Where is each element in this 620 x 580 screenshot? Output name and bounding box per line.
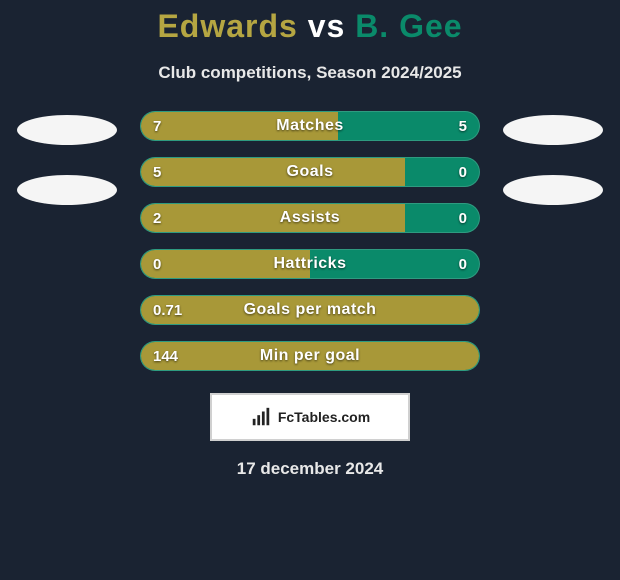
stat-bar: Min per goal144 — [140, 341, 480, 371]
stat-bar-right-value: 0 — [459, 204, 467, 232]
stat-bar-right-value: 0 — [459, 250, 467, 278]
footer-date: 17 december 2024 — [237, 459, 384, 479]
comparison-card: Edwards vs B. Gee Club competitions, Sea… — [0, 0, 620, 580]
stat-bar-label: Min per goal — [141, 342, 479, 370]
avatar-placeholder — [17, 115, 117, 145]
stat-bar-right-value: 5 — [459, 112, 467, 140]
stat-bar: Matches7 5 — [140, 111, 480, 141]
stat-bar-left-value: 7 — [153, 112, 161, 140]
stat-bar: Goals per match0.71 — [140, 295, 480, 325]
avatar-placeholder — [503, 115, 603, 145]
stat-bar-label: Goals — [141, 158, 479, 186]
stat-bar-right-value: 0 — [459, 158, 467, 186]
club-placeholder — [17, 175, 117, 205]
stat-bar-left-value: 0.71 — [153, 296, 182, 324]
stat-bar-left-value: 0 — [153, 250, 161, 278]
stat-bar-label: Assists — [141, 204, 479, 232]
stat-bar-left-value: 2 — [153, 204, 161, 232]
subtitle: Club competitions, Season 2024/2025 — [158, 63, 461, 83]
right-avatar-col — [498, 115, 608, 205]
source-badge-text: FcTables.com — [278, 409, 370, 425]
source-badge[interactable]: FcTables.com — [210, 393, 410, 441]
stat-bar-label: Goals per match — [141, 296, 479, 324]
title-vs: vs — [308, 8, 346, 44]
page-title: Edwards vs B. Gee — [157, 8, 462, 45]
chart-icon — [250, 406, 272, 428]
stat-bar-label: Hattricks — [141, 250, 479, 278]
stat-bar: Hattricks0 0 — [140, 249, 480, 279]
stat-bars: Matches75Goals50Assists20Hattricks00Goal… — [140, 111, 480, 371]
stat-bar-left-value: 144 — [153, 342, 178, 370]
left-avatar-col — [12, 115, 122, 205]
club-placeholder — [503, 175, 603, 205]
body-row: Matches75Goals50Assists20Hattricks00Goal… — [0, 111, 620, 371]
stat-bar: Goals5 0 — [140, 157, 480, 187]
stat-bar-left-value: 5 — [153, 158, 161, 186]
title-right-player: B. Gee — [355, 8, 462, 44]
stat-bar: Assists2 0 — [140, 203, 480, 233]
title-left-player: Edwards — [157, 8, 297, 44]
stat-bar-label: Matches — [141, 112, 479, 140]
